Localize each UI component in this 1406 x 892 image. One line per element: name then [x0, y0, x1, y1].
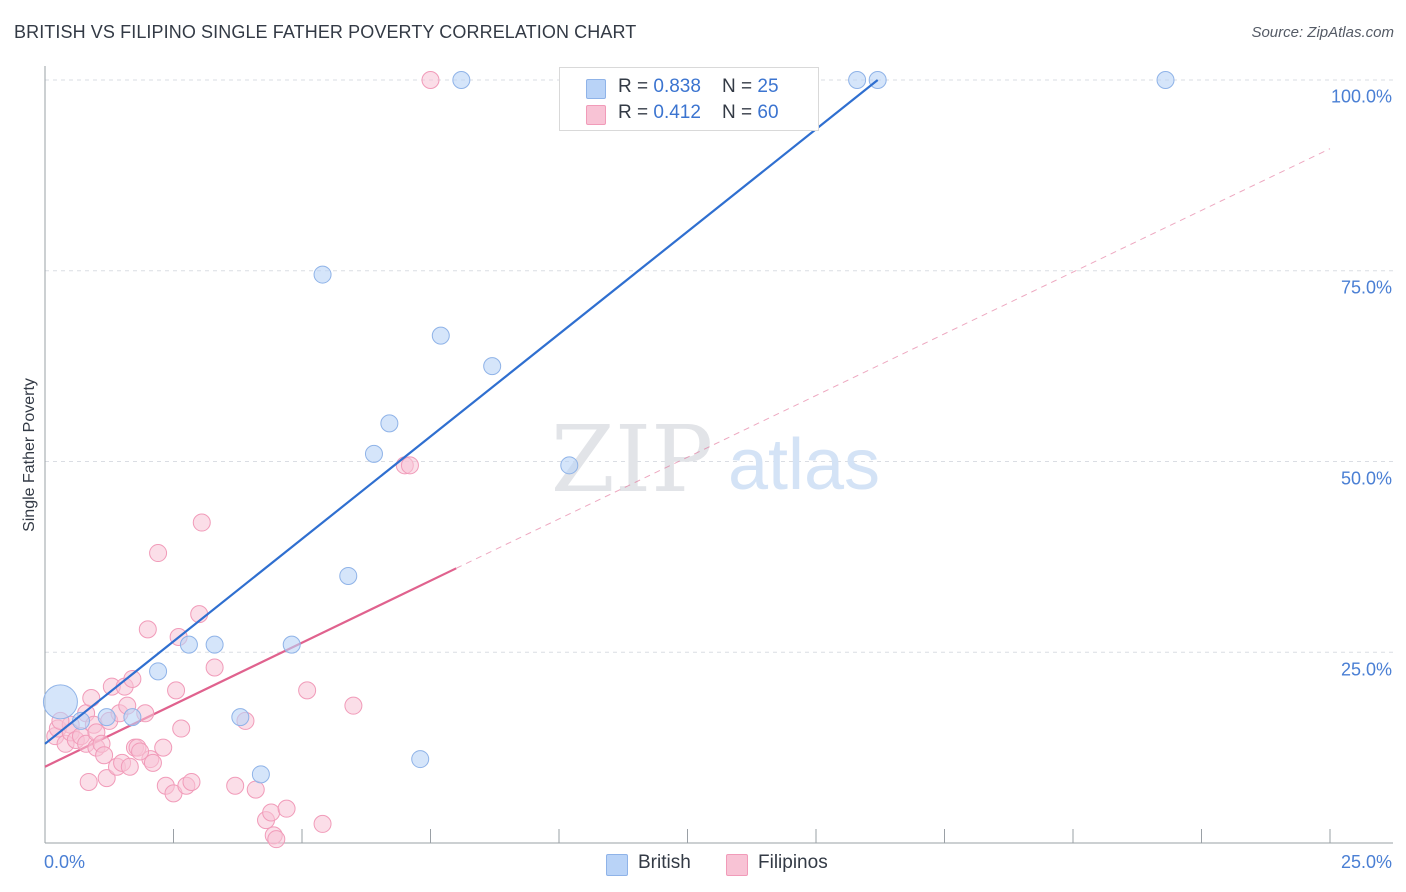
british-n-value: 25: [757, 76, 779, 97]
watermark: ZIP atlas: [551, 406, 880, 513]
british-point: [42, 684, 78, 720]
chart-title: BRITISH VS FILIPINO SINGLE FATHER POVERT…: [14, 22, 637, 42]
filipino-point: [95, 746, 114, 765]
british-point: [282, 635, 301, 654]
filipino-point: [131, 742, 150, 761]
filipino-point: [400, 456, 419, 475]
british-point: [123, 708, 142, 727]
filipino-point: [123, 669, 142, 688]
british-point: [179, 635, 198, 654]
filipino-point: [143, 753, 162, 772]
filipino-n-value: 60: [757, 102, 779, 123]
x-tick-label: 25.0%: [1340, 852, 1392, 872]
british-point: [205, 635, 224, 654]
british-point: [431, 326, 450, 345]
x-tick-label: 0.0%: [44, 852, 86, 872]
y-tick-label: 50.0%: [1340, 468, 1392, 489]
british-point: [380, 414, 399, 433]
filipino-point: [226, 776, 245, 795]
british-swatch: [586, 79, 606, 99]
filipino-point: [138, 620, 157, 639]
filipino-point: [344, 696, 363, 715]
source-label: Source: ZipAtlas.com: [1251, 24, 1394, 41]
british-point: [339, 566, 358, 585]
watermark-atlas: atlas: [728, 425, 880, 505]
r-label: R =: [618, 102, 654, 123]
british-trend-line: [44, 79, 879, 745]
british-point: [251, 765, 270, 784]
y-axis-label: Single Father Poverty: [21, 378, 38, 532]
british-point: [848, 71, 867, 89]
british-point: [452, 71, 471, 89]
british-points: [42, 71, 1175, 784]
british-swatch: [606, 854, 628, 876]
filipino-point: [167, 681, 186, 700]
filipino-point: [262, 803, 281, 822]
watermark-zip: ZIP: [551, 406, 713, 513]
british-point: [483, 357, 502, 376]
british-trend: [44, 79, 879, 745]
british-point: [1156, 71, 1175, 89]
filipino-point: [192, 513, 211, 532]
british-point: [313, 265, 332, 284]
filipino-point: [298, 681, 317, 700]
n-label: N =: [722, 76, 758, 97]
filipino-point: [79, 772, 98, 791]
filipino-point: [149, 544, 168, 563]
filipino-r-value: 0.412: [653, 102, 701, 123]
filipino-point: [277, 799, 296, 818]
british-point: [364, 444, 383, 463]
filipino-point: [182, 772, 201, 791]
filipino-trend-line: [44, 567, 457, 768]
filipino-point: [313, 814, 332, 833]
british-point: [411, 750, 430, 769]
filipino-point: [120, 757, 139, 776]
y-tick-label: 100.0%: [1330, 86, 1392, 107]
filipino-point: [246, 780, 265, 799]
filipino-point: [97, 769, 116, 788]
stats-legend: R = 0.838 N = 25 R = 0.412 N = 60: [559, 67, 819, 131]
filipino-trend-extension: [455, 148, 1331, 569]
filipino-point: [172, 719, 191, 738]
filipino-point: [82, 689, 101, 708]
y-tick-label: 75.0%: [1340, 277, 1392, 298]
filipino-point: [205, 658, 224, 677]
british-point: [149, 662, 168, 681]
y-tick-label: 25.0%: [1340, 659, 1392, 680]
legend-label-british: British: [638, 852, 691, 873]
british-point: [97, 708, 116, 727]
british-r-value: 0.838: [653, 76, 701, 97]
filipino-point: [421, 71, 440, 89]
grid-lines: [45, 79, 1393, 653]
filipino-point: [267, 830, 286, 849]
british-point: [560, 456, 579, 475]
filipino-swatch: [726, 854, 748, 876]
r-label: R =: [618, 76, 654, 97]
filipino-swatch: [586, 105, 606, 125]
legend-label-filipinos: Filipinos: [758, 852, 828, 873]
british-point: [231, 708, 250, 727]
filipino-trend: [44, 148, 1331, 768]
n-label: N =: [722, 102, 758, 123]
filipino-point: [154, 738, 173, 757]
